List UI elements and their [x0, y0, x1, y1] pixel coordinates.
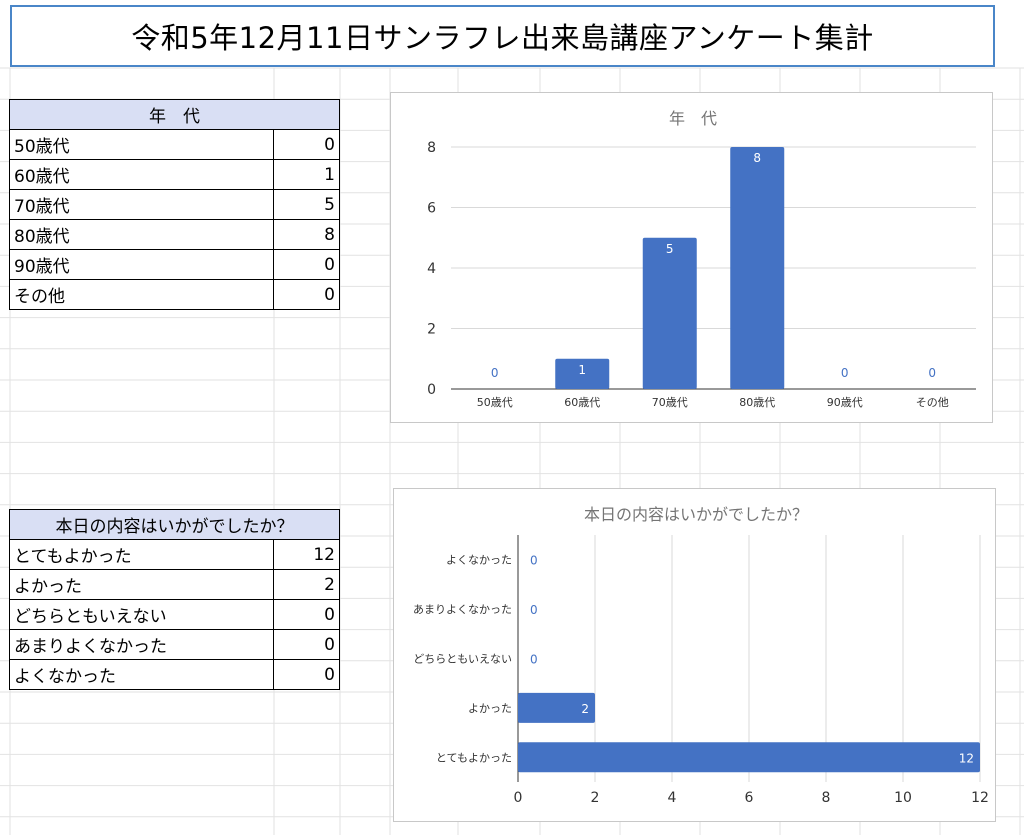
- y-category-label: あまりよくなかった: [413, 603, 512, 616]
- sheet-title[interactable]: 令和5年12月11日サンラフレ出来島講座アンケート集計: [10, 5, 995, 67]
- table-row: その他 0: [9, 279, 340, 310]
- age-value-cell[interactable]: 5: [273, 189, 340, 220]
- satisfaction-value-cell[interactable]: 0: [273, 629, 340, 660]
- age-value-cell[interactable]: 0: [273, 129, 340, 160]
- data-label: 8: [753, 151, 761, 165]
- y-tick-label: 4: [427, 261, 436, 277]
- table-row: とてもよかった 12: [9, 539, 340, 570]
- x-tick-label: 6: [745, 790, 754, 806]
- y-tick-label: 0: [427, 382, 436, 398]
- y-category-label: よくなかった: [446, 554, 512, 567]
- table-row: どちらともいえない 0: [9, 599, 340, 630]
- x-category-label: 90歳代: [827, 396, 863, 409]
- age-label-cell[interactable]: 50歳代: [9, 129, 274, 160]
- y-tick-label: 8: [427, 140, 436, 156]
- table-row: よかった 2: [9, 569, 340, 600]
- age-value-cell[interactable]: 8: [273, 219, 340, 250]
- satisfaction-label-cell[interactable]: どちらともいえない: [9, 599, 274, 630]
- data-label: 2: [581, 702, 589, 716]
- data-label: 5: [666, 242, 674, 256]
- table-row: 80歳代 8: [9, 219, 340, 250]
- x-tick-label: 10: [894, 790, 912, 806]
- satisfaction-label-cell[interactable]: とてもよかった: [9, 539, 274, 570]
- x-tick-label: 8: [822, 790, 831, 806]
- age-value-cell[interactable]: 0: [273, 249, 340, 280]
- table-row: あまりよくなかった 0: [9, 629, 340, 660]
- bar[interactable]: [518, 742, 980, 773]
- satisfaction-chart[interactable]: 本日の内容はいかがでしたか？ 0 2 4 6 8 10 12 よくなかった 0 あまりよくなかった 0…: [393, 488, 996, 822]
- data-label: 0: [928, 366, 936, 380]
- data-label: 0: [530, 554, 538, 568]
- satisfaction-value-cell[interactable]: 0: [273, 599, 340, 630]
- y-category-label: とてもよかった: [436, 751, 512, 764]
- y-tick-label: 2: [427, 322, 436, 338]
- satisfaction-table: 本日の内容はいかがでしたか？ とてもよかった 12 よかった 2 どちらともいえ…: [9, 509, 340, 690]
- x-category-label: 70歳代: [652, 396, 688, 409]
- age-label-cell[interactable]: その他: [9, 279, 274, 310]
- age-label-cell[interactable]: 70歳代: [9, 189, 274, 220]
- x-category-label: 80歳代: [739, 396, 775, 409]
- x-category-label: その他: [916, 396, 949, 409]
- age-label-cell[interactable]: 80歳代: [9, 219, 274, 250]
- age-chart[interactable]: 年 代 0 2 4 6 8 50歳代 0 60歳代 1 70歳代 5 80歳代 8 90歳代 0 その他 0: [390, 92, 993, 423]
- bar[interactable]: [518, 692, 595, 723]
- chart-title: 年 代: [669, 109, 717, 128]
- x-tick-label: 12: [971, 790, 989, 806]
- y-tick-label: 6: [427, 201, 436, 217]
- chart-title: 本日の内容はいかがでしたか？: [584, 505, 808, 524]
- satisfaction-value-cell[interactable]: 2: [273, 569, 340, 600]
- age-value-cell[interactable]: 1: [273, 159, 340, 190]
- data-label: 1: [578, 363, 586, 377]
- age-value-cell[interactable]: 0: [273, 279, 340, 310]
- bar[interactable]: [642, 237, 697, 389]
- age-label-cell[interactable]: 60歳代: [9, 159, 274, 190]
- y-category-label: どちらともいえない: [413, 653, 512, 666]
- x-tick-label: 4: [668, 790, 677, 806]
- data-label: 0: [530, 603, 538, 617]
- satisfaction-value-cell[interactable]: 0: [273, 659, 340, 690]
- x-category-label: 50歳代: [477, 396, 513, 409]
- table-row: 60歳代 1: [9, 159, 340, 190]
- y-category-label: よかった: [468, 702, 512, 715]
- age-table-header[interactable]: 年 代: [9, 99, 340, 130]
- satisfaction-value-cell[interactable]: 12: [273, 539, 340, 570]
- satisfaction-label-cell[interactable]: よかった: [9, 569, 274, 600]
- x-tick-label: 2: [591, 790, 600, 806]
- sheet-title-text: 令和5年12月11日サンラフレ出来島講座アンケート集計: [131, 21, 874, 55]
- bar[interactable]: [555, 358, 610, 389]
- satisfaction-label-cell[interactable]: あまりよくなかった: [9, 629, 274, 660]
- table-row: 50歳代 0: [9, 129, 340, 160]
- bar[interactable]: [730, 147, 785, 389]
- x-category-label: 60歳代: [564, 396, 600, 409]
- table-row: よくなかった 0: [9, 659, 340, 690]
- data-label: 0: [530, 653, 538, 667]
- age-label-cell[interactable]: 90歳代: [9, 249, 274, 280]
- data-label: 0: [491, 366, 499, 380]
- satisfaction-table-header[interactable]: 本日の内容はいかがでしたか？: [9, 509, 340, 540]
- age-table: 年 代 50歳代 0 60歳代 1 70歳代 5 80歳代 8 90歳代 0 そ…: [9, 99, 340, 310]
- age-chart-svg: 年 代 0 2 4 6 8 50歳代 0 60歳代 1 70歳代 5 80歳代 8 90歳代 0 その他 0: [427, 109, 976, 409]
- table-row: 70歳代 5: [9, 189, 340, 220]
- table-row: 90歳代 0: [9, 249, 340, 280]
- data-label: 0: [841, 366, 849, 380]
- satisfaction-chart-svg: 本日の内容はいかがでしたか？ 0 2 4 6 8 10 12 よくなかった 0 あまりよくなかった 0…: [413, 505, 989, 806]
- data-label: 12: [959, 751, 974, 765]
- satisfaction-label-cell[interactable]: よくなかった: [9, 659, 274, 690]
- x-tick-label: 0: [514, 790, 523, 806]
